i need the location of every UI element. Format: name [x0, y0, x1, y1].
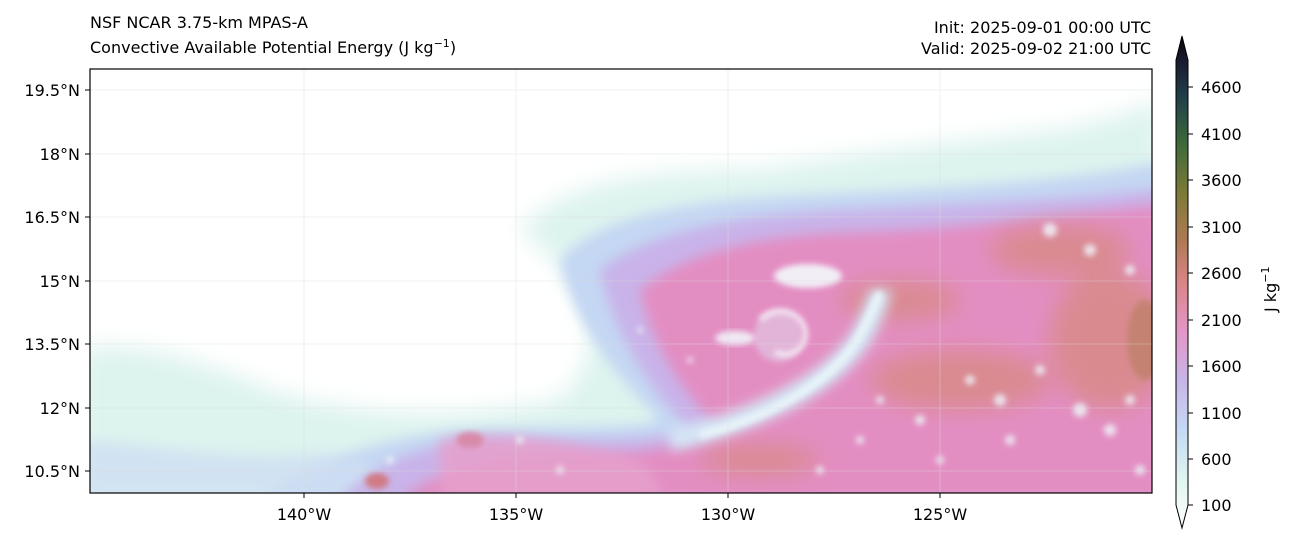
lon-tick-label: 130°W [701, 505, 756, 524]
colorbar-tick-label: 600 [1201, 450, 1232, 469]
colorbar-units-text: J kg [1261, 283, 1280, 313]
colorbar-tick-label: 100 [1201, 496, 1232, 515]
field-title-text: Convective Available Potential Energy (J… [90, 38, 434, 57]
cape-peak-patch [1127, 300, 1152, 380]
lat-tick-label: 13.5°N [24, 335, 80, 354]
colorbar-units-exponent: −1 [1259, 267, 1272, 283]
convective-cells [386, 223, 1145, 475]
cyclone-dry-arc-core [699, 290, 884, 439]
map-gridlines [90, 69, 1152, 493]
lat-tick-label: 12°N [40, 399, 80, 418]
colorbar-tick-label: 3600 [1201, 171, 1242, 190]
latitude-axis: 19.5°N 18°N 16.5°N 15°N 13.5°N 12°N 10.5… [24, 81, 90, 481]
lat-tick-label: 19.5°N [24, 81, 80, 100]
colorbar-tick-label: 4100 [1201, 125, 1242, 144]
colorbar-tick-label: 4600 [1201, 78, 1242, 97]
colorbar-tick-label: 2100 [1201, 311, 1242, 330]
model-title: NSF NCAR 3.75-km MPAS-A [90, 13, 308, 32]
field-title: Convective Available Potential Energy (J… [90, 37, 457, 57]
colorbar-bar [1175, 35, 1189, 530]
colorbar-tick-label: 1600 [1201, 357, 1242, 376]
cape-southwest-patch [365, 473, 389, 489]
lon-tick-label: 140°W [277, 505, 332, 524]
colorbar-units-label: J kg−1 [1259, 267, 1280, 313]
cape-south-pink [440, 435, 660, 493]
colorbar: 4600 4100 3600 3100 2600 2100 1600 1100 … [1175, 35, 1280, 530]
cape-field [90, 69, 1152, 493]
lon-tick-label: 135°W [489, 505, 544, 524]
lat-tick-label: 15°N [40, 272, 80, 291]
longitude-axis: 140°W 135°W 130°W 125°W [277, 493, 968, 524]
colorbar-tick-label: 3100 [1201, 218, 1242, 237]
lat-tick-label: 10.5°N [24, 462, 80, 481]
colorbar-tick-label: 2600 [1201, 264, 1242, 283]
init-time: Init: 2025-09-01 00:00 UTC [933, 18, 1151, 37]
valid-time: Valid: 2025-09-02 21:00 UTC [920, 39, 1151, 58]
lon-tick-label: 125°W [913, 505, 968, 524]
colorbar-tick-label: 1100 [1201, 404, 1242, 423]
lat-tick-label: 18°N [40, 145, 80, 164]
field-title-close: ) [449, 38, 457, 57]
cyclone-core [715, 264, 842, 362]
lat-tick-label: 16.5°N [24, 208, 80, 227]
cape-southwest-blue [90, 440, 380, 493]
field-title-exponent: −1 [433, 37, 450, 50]
cape-south-patch [456, 432, 484, 448]
